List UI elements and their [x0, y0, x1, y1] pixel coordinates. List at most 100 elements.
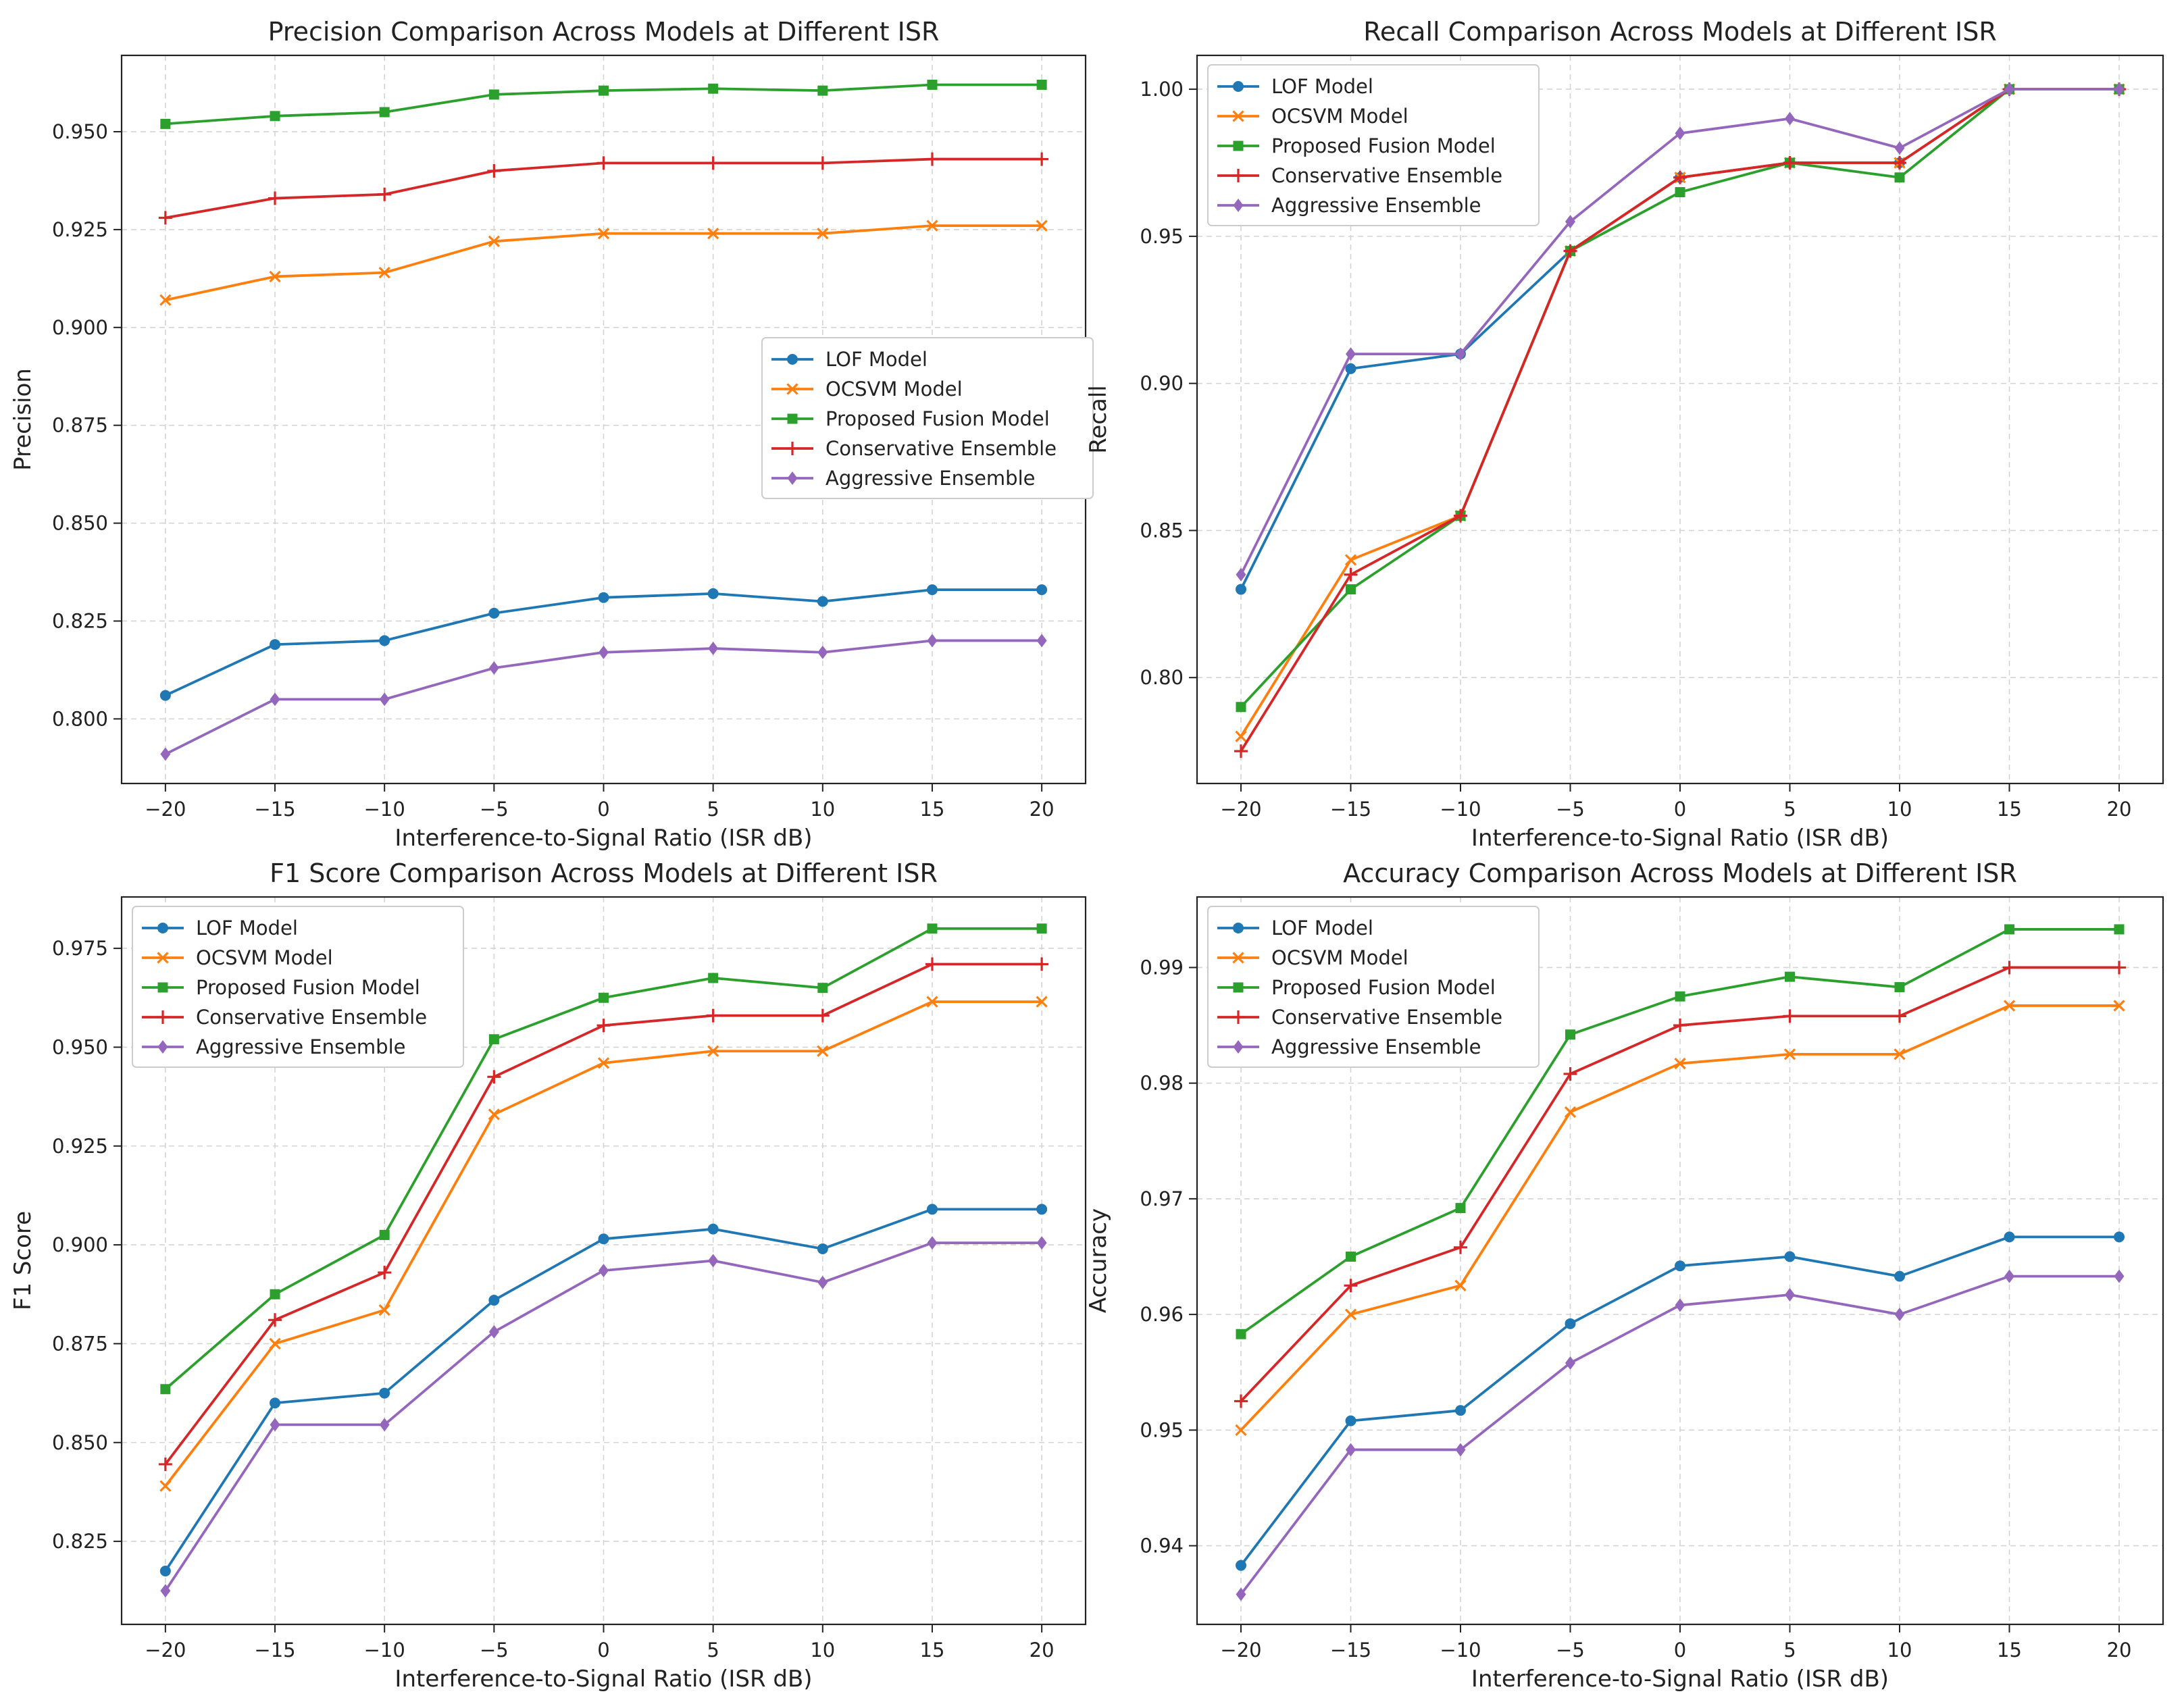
x-tick-label: 15 — [1997, 798, 2022, 821]
y-tick-label: 0.97 — [1140, 1187, 1184, 1210]
data-point-fusion-minus-15 — [270, 111, 280, 122]
data-point-aggressive-10 — [1894, 141, 1905, 155]
data-point-aggressive-minus-10 — [1455, 1443, 1466, 1457]
data-point-aggressive-5 — [1785, 1288, 1795, 1302]
x-tick-label: −15 — [1330, 798, 1371, 821]
y-tick-label: 0.900 — [52, 1233, 108, 1256]
legend-marker-ocsvm — [157, 952, 169, 964]
legend-marker-fusion — [1233, 982, 1244, 993]
data-point-lof-5 — [707, 588, 719, 599]
legend-label-ocsvm: OCSVM Model — [1271, 105, 1408, 128]
y-axis-label: Recall — [1085, 385, 1112, 453]
data-point-fusion-20 — [1036, 79, 1047, 90]
legend-box — [1207, 906, 1540, 1068]
data-point-aggressive-minus-20 — [160, 1584, 171, 1598]
data-point-fusion-20 — [1036, 923, 1047, 934]
data-point-fusion-minus-20 — [160, 118, 171, 129]
legend-marker-conservative — [786, 442, 799, 455]
data-point-conservative-minus-15 — [1344, 567, 1358, 582]
x-tick-label: −10 — [1440, 1639, 1481, 1662]
data-point-conservative-10 — [1893, 1009, 1906, 1023]
chart-title: F1 Score Comparison Across Models at Dif… — [270, 858, 938, 888]
x-tick-label: 0 — [597, 1639, 609, 1662]
x-tick-label: 0 — [1674, 798, 1686, 821]
x-tick-label: −15 — [254, 798, 295, 821]
data-point-conservative-20 — [1035, 152, 1049, 166]
chart-panel-1: −20 −15 −10 −5 0 5 10 15 20 0.800 0.825 0.850 0.875 0… — [9, 17, 1094, 852]
data-point-fusion-15 — [2004, 924, 2014, 935]
data-point-conservative-0 — [1673, 1019, 1687, 1033]
legend-marker-lof — [1233, 923, 1244, 933]
series-aggressive — [160, 1236, 1047, 1598]
data-point-aggressive-0 — [599, 645, 609, 659]
legend-label-aggressive: Aggressive Ensemble — [1271, 1035, 1481, 1058]
legend-label-conservative: Conservative Ensemble — [1271, 164, 1502, 187]
legend-label-aggressive: Aggressive Ensemble — [1271, 194, 1481, 217]
data-point-conservative-0 — [1673, 170, 1687, 184]
data-point-ocsvm-minus-20 — [159, 294, 172, 306]
y-tick-label: 0.95 — [1140, 1418, 1184, 1441]
chart-panel-3: −20 −15 −10 −5 0 5 10 15 20 0.825 0.850 0.875 0.900 0… — [9, 858, 1087, 1693]
series-lof — [1236, 1231, 2125, 1571]
data-point-aggressive-minus-10 — [1455, 347, 1466, 361]
x-tick-label: 5 — [1783, 1639, 1796, 1662]
data-point-lof-10 — [1894, 1270, 1905, 1282]
data-point-lof-minus-15 — [1345, 1415, 1356, 1426]
x-tick-label: 10 — [810, 798, 835, 821]
data-point-ocsvm-minus-20 — [159, 1480, 172, 1492]
x-tick-label: 0 — [597, 798, 609, 821]
data-point-lof-minus-10 — [379, 635, 390, 646]
series-fusion — [160, 79, 1047, 129]
data-point-fusion-minus-15 — [270, 1289, 280, 1300]
legend-label-aggressive: Aggressive Ensemble — [826, 467, 1036, 490]
legend-label-fusion: Proposed Fusion Model — [196, 976, 420, 999]
data-point-lof-minus-5 — [488, 607, 500, 619]
data-point-lof-minus-20 — [1236, 584, 1246, 595]
y-tick-label: 0.925 — [52, 218, 108, 241]
legend-marker-fusion — [787, 413, 798, 424]
series-aggressive — [1236, 1269, 2125, 1601]
data-point-fusion-0 — [599, 992, 609, 1003]
data-point-lof-minus-5 — [488, 1295, 500, 1306]
legend-marker-ocsvm — [786, 383, 798, 395]
legend-marker-lof — [787, 354, 798, 365]
legend-label-conservative: Conservative Ensemble — [196, 1006, 427, 1029]
data-point-ocsvm-minus-15 — [269, 270, 281, 283]
series-aggressive — [1236, 82, 2125, 582]
chart-title: Precision Comparison Across Models at Di… — [268, 17, 940, 47]
data-point-fusion-10 — [1894, 172, 1905, 183]
legend-marker-ocsvm — [1232, 110, 1244, 122]
data-point-fusion-minus-10 — [1455, 1203, 1466, 1214]
series-ocsvm — [159, 220, 1048, 306]
y-tick-label: 0.825 — [52, 1530, 108, 1553]
series-aggressive — [160, 634, 1047, 761]
data-point-lof-minus-15 — [270, 1397, 281, 1409]
x-tick-label: 20 — [2107, 1639, 2132, 1662]
y-axis-label: Precision — [9, 368, 36, 471]
x-tick-label: 20 — [1030, 798, 1055, 821]
data-point-lof-minus-10 — [1455, 1405, 1466, 1416]
x-axis-label: Interference-to-Signal Ratio (ISR dB) — [395, 825, 812, 852]
data-point-aggressive-minus-10 — [379, 692, 390, 706]
y-tick-label: 0.950 — [52, 120, 108, 143]
data-point-fusion-0 — [599, 85, 609, 96]
data-point-fusion-15 — [927, 923, 938, 934]
data-point-ocsvm-15 — [2003, 1000, 2016, 1012]
data-point-ocsvm-15 — [926, 220, 938, 232]
data-point-ocsvm-minus-10 — [378, 1304, 390, 1316]
legend-label-ocsvm: OCSVM Model — [1271, 946, 1408, 969]
y-tick-label: 0.80 — [1140, 666, 1184, 689]
data-point-aggressive-0 — [599, 1264, 609, 1278]
x-tick-label: −5 — [1556, 1639, 1585, 1662]
x-tick-label: −20 — [145, 798, 186, 821]
data-point-conservative-5 — [1783, 1009, 1797, 1023]
series-lof — [159, 1204, 1048, 1576]
data-point-lof-minus-20 — [159, 1565, 171, 1576]
legend-marker-aggressive — [787, 471, 798, 485]
data-point-lof-10 — [817, 596, 828, 607]
y-tick-label: 0.99 — [1140, 956, 1184, 979]
y-tick-label: 0.800 — [52, 707, 108, 730]
y-tick-label: 0.925 — [52, 1135, 108, 1158]
data-point-conservative-minus-5 — [487, 163, 501, 178]
data-point-conservative-minus-15 — [1344, 1279, 1358, 1293]
